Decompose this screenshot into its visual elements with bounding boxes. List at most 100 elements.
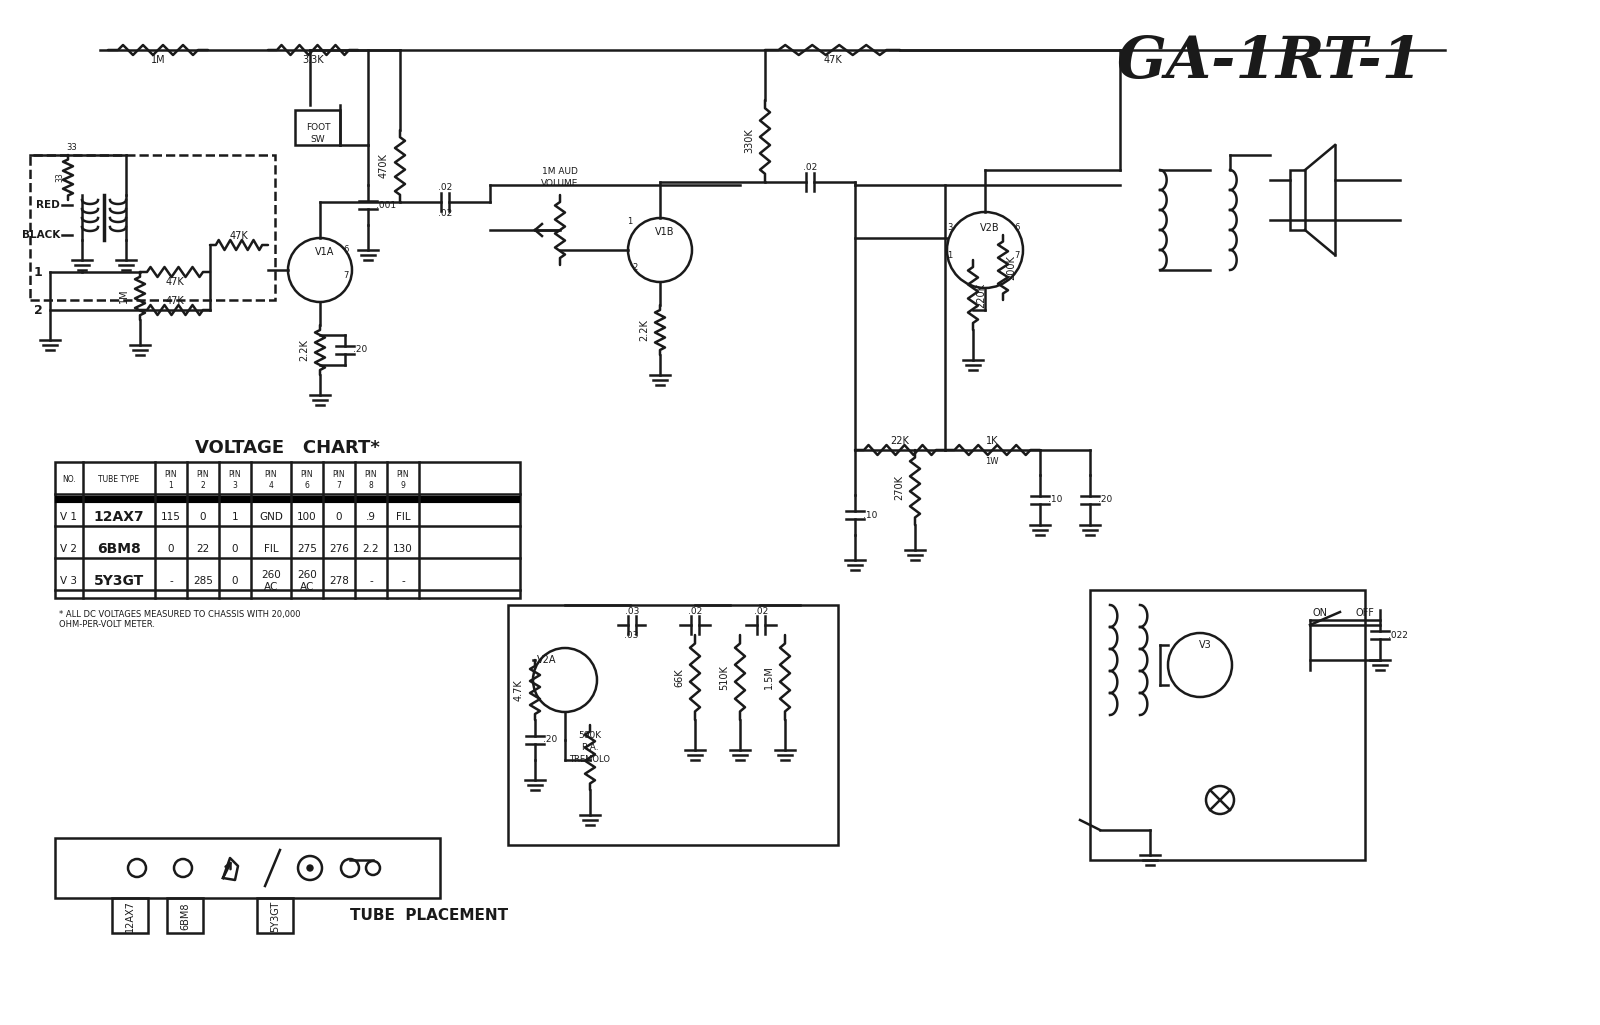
Text: R.A.: R.A.: [581, 743, 598, 752]
Text: 33: 33: [67, 144, 77, 153]
Text: 6: 6: [344, 246, 349, 254]
Text: 7: 7: [344, 271, 349, 280]
Text: 220K: 220K: [976, 283, 986, 308]
Text: .10: .10: [1048, 495, 1062, 504]
Text: -: -: [402, 576, 405, 586]
Text: 130: 130: [394, 544, 413, 554]
Bar: [54, 838, 440, 898]
Text: 1M: 1M: [118, 289, 130, 303]
Text: .03: .03: [624, 631, 638, 641]
Text: 2: 2: [34, 303, 42, 317]
Text: 1: 1: [947, 250, 952, 259]
Text: 1M AUD: 1M AUD: [542, 167, 578, 176]
Text: 47K: 47K: [166, 277, 184, 287]
Text: 3: 3: [947, 223, 952, 233]
Text: 1: 1: [232, 512, 238, 522]
Text: 66K: 66K: [674, 668, 685, 687]
Text: V1B: V1B: [656, 227, 675, 237]
Text: .9: .9: [366, 512, 376, 522]
Text: ON: ON: [1312, 608, 1328, 618]
Text: 0: 0: [200, 512, 206, 522]
Text: .001: .001: [376, 201, 397, 209]
Circle shape: [307, 865, 314, 871]
Text: RED: RED: [37, 200, 61, 210]
Text: 1M: 1M: [150, 55, 165, 65]
Bar: [1090, 590, 1365, 860]
Text: .02: .02: [688, 608, 702, 616]
Text: 47K: 47K: [822, 55, 842, 65]
Bar: [258, 898, 293, 933]
Text: 510K: 510K: [718, 665, 730, 690]
Text: 2.2K: 2.2K: [638, 319, 650, 341]
Text: 276: 276: [330, 544, 349, 554]
Text: 1K: 1K: [986, 436, 998, 446]
Text: V1A: V1A: [315, 247, 334, 257]
Text: .03: .03: [626, 608, 638, 616]
Text: FIL: FIL: [264, 544, 278, 554]
Text: OFF: OFF: [1355, 608, 1374, 618]
Text: V2A: V2A: [538, 655, 557, 665]
Text: .022: .022: [1389, 630, 1408, 640]
Text: * ALL DC VOLTAGES MEASURED TO CHASSIS WITH 20,000
OHM-PER-VOLT METER.: * ALL DC VOLTAGES MEASURED TO CHASSIS WI…: [59, 610, 301, 629]
Text: PIN
6: PIN 6: [301, 470, 314, 490]
Text: 270K: 270K: [894, 475, 904, 500]
Text: PIN
1: PIN 1: [165, 470, 178, 490]
Text: .10: .10: [862, 510, 877, 520]
Text: 5Y3GT: 5Y3GT: [270, 900, 280, 932]
Text: 22: 22: [197, 544, 210, 554]
Bar: [30, 155, 275, 300]
Text: 5Y3GT: 5Y3GT: [94, 574, 144, 588]
Text: 100: 100: [298, 512, 317, 522]
Bar: [1290, 170, 1306, 230]
Text: 6: 6: [1014, 223, 1019, 233]
Text: 47K: 47K: [230, 231, 248, 241]
Text: PIN
2: PIN 2: [197, 470, 210, 490]
Text: 3.3K: 3.3K: [302, 55, 323, 65]
Text: V3: V3: [1198, 640, 1211, 650]
Text: TREMOLO: TREMOLO: [570, 755, 611, 765]
Text: VOLTAGE   CHART*: VOLTAGE CHART*: [195, 439, 379, 457]
Text: 22K: 22K: [891, 436, 909, 446]
Text: -: -: [370, 576, 373, 586]
Text: GND: GND: [259, 512, 283, 522]
Text: 115: 115: [162, 512, 181, 522]
Text: V2B: V2B: [981, 223, 1000, 233]
Text: PIN
7: PIN 7: [333, 470, 346, 490]
Text: PIN
3: PIN 3: [229, 470, 242, 490]
Text: 470K: 470K: [379, 154, 389, 178]
Text: 12AX7: 12AX7: [94, 510, 144, 524]
Text: NO.: NO.: [62, 476, 75, 485]
Text: 2.2: 2.2: [363, 544, 379, 554]
Text: 6BM8: 6BM8: [179, 902, 190, 930]
Text: .02: .02: [438, 183, 453, 193]
Bar: [54, 462, 520, 598]
Text: PIN
8: PIN 8: [365, 470, 378, 490]
Text: FIL: FIL: [395, 512, 410, 522]
Text: 330K: 330K: [744, 128, 754, 154]
Text: 260
AC: 260 AC: [261, 570, 282, 591]
Text: .02: .02: [754, 608, 768, 616]
Text: 0: 0: [168, 544, 174, 554]
Text: -: -: [170, 576, 173, 586]
Text: 33: 33: [56, 172, 64, 181]
Bar: [166, 898, 203, 933]
Text: 4.7K: 4.7K: [514, 680, 525, 701]
Text: 47K: 47K: [166, 296, 184, 306]
Bar: [509, 605, 838, 845]
Text: 275: 275: [298, 544, 317, 554]
Bar: [54, 496, 520, 503]
Text: 260
AC: 260 AC: [298, 570, 317, 591]
Text: 1: 1: [34, 265, 42, 279]
Text: .20: .20: [542, 736, 557, 744]
Text: .02: .02: [803, 164, 818, 172]
Text: VOLUME: VOLUME: [541, 178, 579, 188]
Text: GA-1RT-1: GA-1RT-1: [1117, 34, 1422, 90]
Text: 1: 1: [627, 217, 632, 227]
Text: 1.5M: 1.5M: [765, 665, 774, 690]
Bar: [294, 110, 339, 145]
Text: V 3: V 3: [61, 576, 77, 586]
Text: PIN
4: PIN 4: [264, 470, 277, 490]
Text: 278: 278: [330, 576, 349, 586]
Text: TUBE TYPE: TUBE TYPE: [99, 476, 139, 485]
Text: 6BM8: 6BM8: [98, 542, 141, 556]
